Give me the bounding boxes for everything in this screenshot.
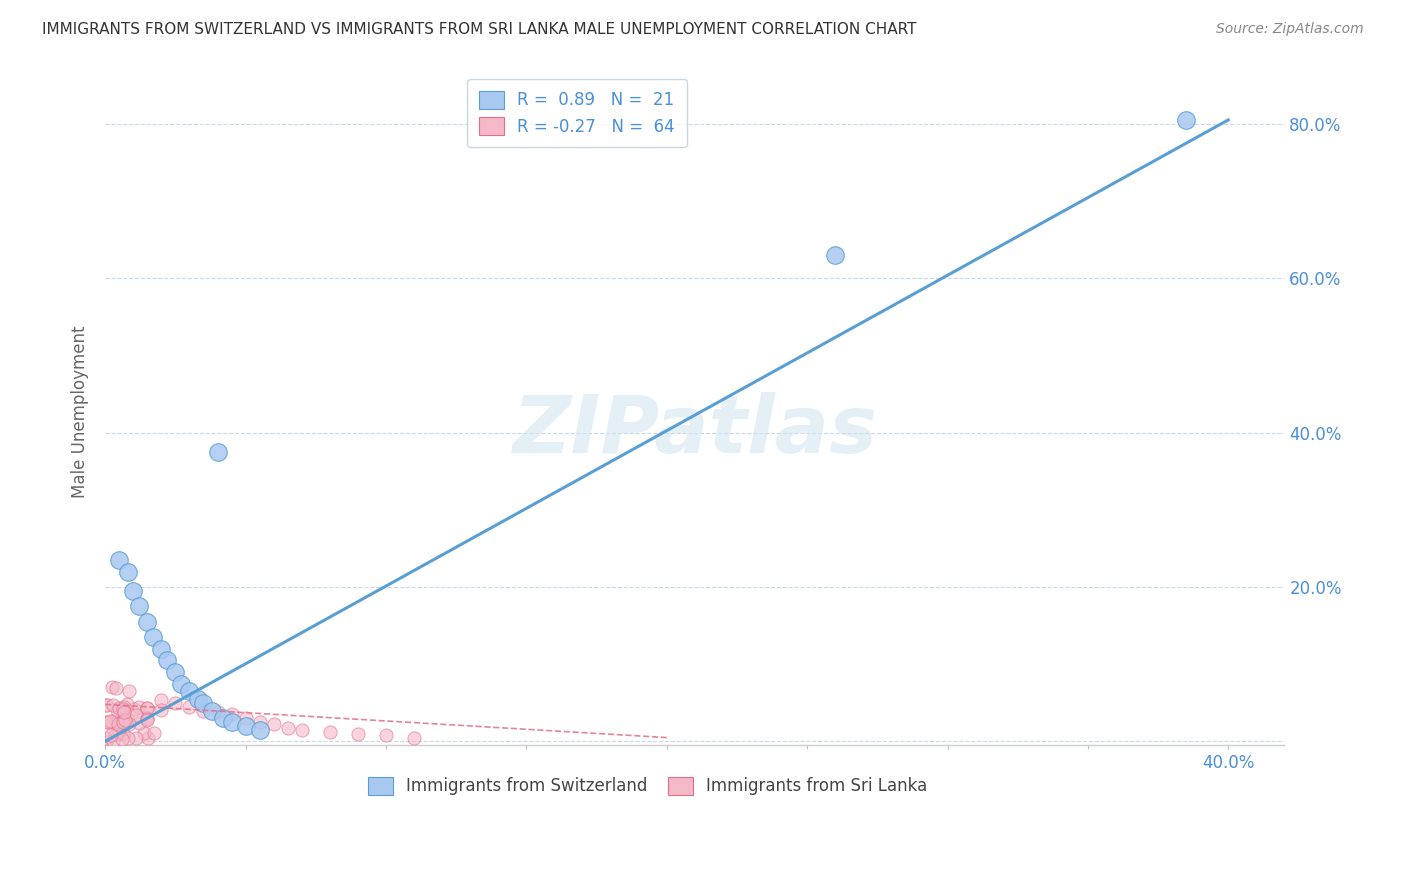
Point <box>103 698 125 712</box>
Point <box>101 734 124 748</box>
Point <box>136 712 159 726</box>
Point <box>94 715 117 730</box>
Point <box>94 731 117 745</box>
Point <box>115 697 138 711</box>
Point <box>170 676 193 690</box>
Point <box>112 715 135 730</box>
Point <box>142 726 165 740</box>
Point <box>235 719 257 733</box>
Point <box>97 714 120 729</box>
Point <box>108 553 131 567</box>
Point <box>111 732 134 747</box>
Point <box>149 692 172 706</box>
Point <box>150 703 173 717</box>
Point <box>110 704 132 718</box>
Point <box>179 699 201 714</box>
Point <box>105 703 128 717</box>
Point <box>375 728 398 742</box>
Point <box>136 615 159 629</box>
Text: Source: ZipAtlas.com: Source: ZipAtlas.com <box>1216 22 1364 37</box>
Point <box>136 701 159 715</box>
Point <box>117 731 139 745</box>
Y-axis label: Male Unemployment: Male Unemployment <box>72 325 89 498</box>
Point <box>122 583 145 598</box>
Point <box>207 705 229 719</box>
Point <box>108 700 131 714</box>
Point <box>108 723 131 738</box>
Point <box>212 711 235 725</box>
Point <box>107 727 129 741</box>
Point <box>150 641 173 656</box>
Point <box>104 681 127 695</box>
Point <box>111 714 134 729</box>
Point <box>128 700 150 714</box>
Point <box>118 684 141 698</box>
Text: ZIPatlas: ZIPatlas <box>512 392 877 470</box>
Point <box>277 721 299 735</box>
Text: IMMIGRANTS FROM SWITZERLAND VS IMMIGRANTS FROM SRI LANKA MALE UNEMPLOYMENT CORRE: IMMIGRANTS FROM SWITZERLAND VS IMMIGRANT… <box>42 22 917 37</box>
Point <box>96 698 118 712</box>
Point <box>249 715 271 730</box>
Point <box>201 704 224 718</box>
Point <box>187 692 209 706</box>
Point <box>112 714 135 729</box>
Point <box>156 653 179 667</box>
Point <box>96 733 118 747</box>
Point <box>111 701 134 715</box>
Point <box>107 717 129 731</box>
Point <box>193 704 215 718</box>
Point <box>135 700 157 714</box>
Point <box>142 630 165 644</box>
Point <box>135 713 157 727</box>
Point <box>249 723 271 737</box>
Point <box>125 707 148 722</box>
Point <box>291 723 314 737</box>
Point <box>193 696 215 710</box>
Point <box>402 731 425 745</box>
Point <box>134 726 156 740</box>
Point <box>114 713 136 727</box>
Point <box>347 727 370 741</box>
Point <box>319 725 342 739</box>
Point <box>165 665 187 679</box>
Point <box>100 728 122 742</box>
Point <box>122 702 145 716</box>
Point <box>235 711 257 725</box>
Point <box>263 717 285 731</box>
Point <box>221 707 243 722</box>
Point <box>111 714 134 729</box>
Point <box>207 445 229 459</box>
Point <box>1175 112 1198 127</box>
Point <box>125 731 148 746</box>
Point <box>112 705 135 719</box>
Point <box>117 565 139 579</box>
Point <box>101 681 124 695</box>
Point <box>128 599 150 614</box>
Point <box>128 715 150 730</box>
Point <box>105 727 128 741</box>
Point <box>221 715 243 730</box>
Point <box>96 698 118 712</box>
Legend: Immigrants from Switzerland, Immigrants from Sri Lanka: Immigrants from Switzerland, Immigrants … <box>360 768 935 804</box>
Point <box>115 711 138 725</box>
Point <box>112 699 135 714</box>
Point <box>824 248 846 262</box>
Point <box>98 714 121 729</box>
Point <box>136 731 159 745</box>
Point <box>135 711 157 725</box>
Point <box>165 696 187 710</box>
Point <box>101 714 124 728</box>
Point <box>117 717 139 731</box>
Point <box>179 684 201 698</box>
Point <box>112 725 135 739</box>
